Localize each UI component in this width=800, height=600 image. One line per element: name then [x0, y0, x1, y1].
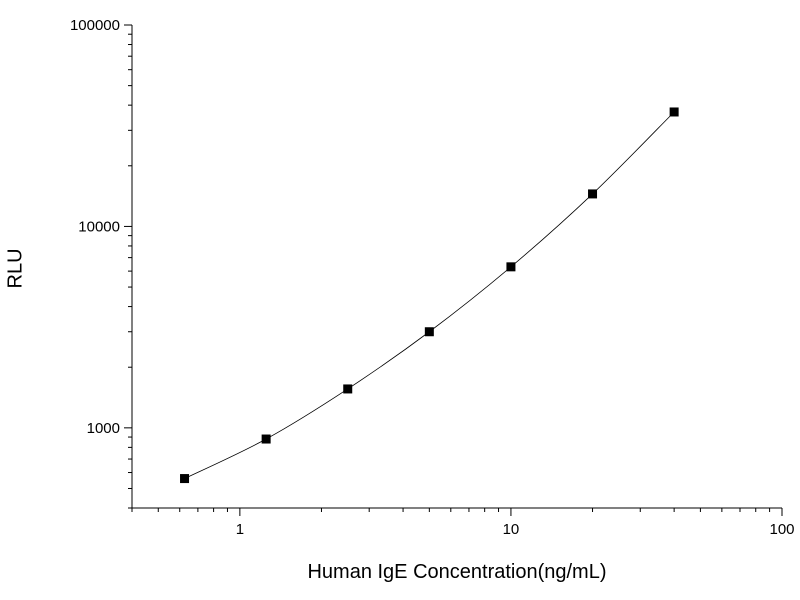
series-line	[184, 111, 675, 479]
y-tick-label: 10000	[78, 218, 120, 235]
plot-series	[180, 107, 679, 484]
data-point	[506, 262, 516, 272]
x-ticks: 1 10 100	[131, 508, 795, 538]
x-tick-label: 10	[503, 521, 520, 538]
data-point	[343, 384, 353, 394]
y-tick-label: 1000	[87, 420, 120, 437]
data-point	[588, 189, 598, 199]
x-tick-label: 1	[236, 521, 244, 538]
y-axis-label: RLU	[4, 248, 26, 288]
data-point	[180, 474, 190, 484]
x-tick-label: 100	[769, 521, 794, 538]
data-point	[669, 107, 679, 117]
data-point	[424, 327, 434, 337]
data-point	[261, 434, 271, 444]
axis-frame	[131, 25, 782, 509]
y-ticks: 1000 10000 100000	[70, 17, 132, 509]
x-axis-label: Human IgE Concentration(ng/mL)	[307, 561, 606, 583]
y-tick-label: 100000	[70, 17, 120, 34]
